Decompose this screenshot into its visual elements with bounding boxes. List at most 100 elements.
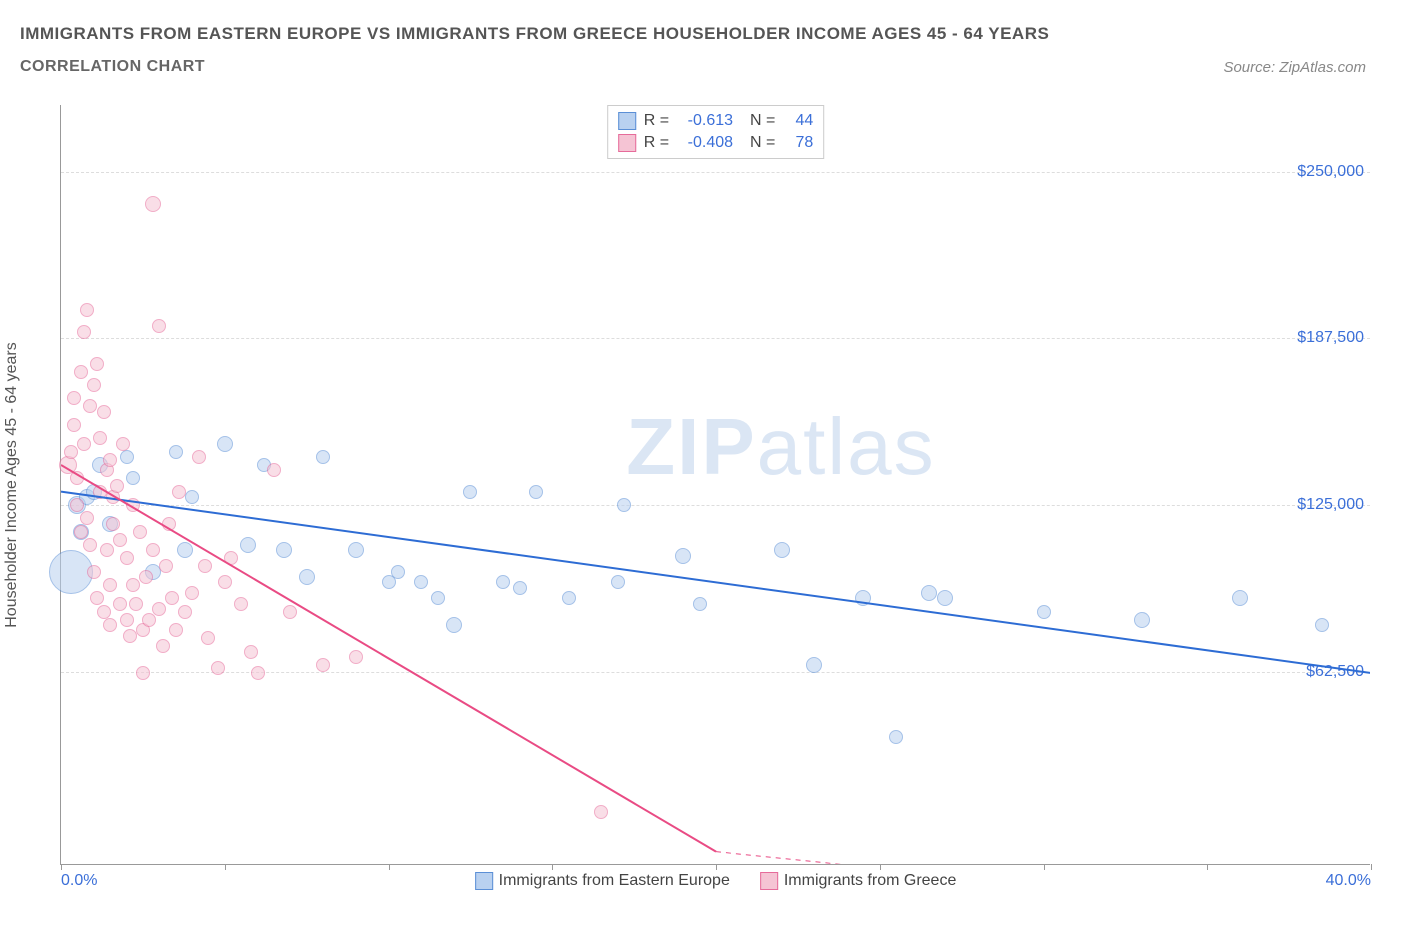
legend-swatch (760, 872, 778, 890)
title-area: IMMIGRANTS FROM EASTERN EUROPE VS IMMIGR… (0, 0, 1406, 76)
scatter-point (234, 597, 248, 611)
source-label: Source: ZipAtlas.com (1223, 59, 1386, 76)
scatter-point (391, 565, 405, 579)
scatter-point (224, 551, 238, 565)
scatter-point (169, 623, 183, 637)
scatter-point (348, 542, 364, 558)
legend-swatch (618, 134, 636, 152)
scatter-point (126, 471, 140, 485)
legend-label: Immigrants from Greece (784, 872, 956, 890)
y-tick-label: $250,000 (1297, 163, 1364, 181)
x-min-label: 0.0% (61, 872, 97, 890)
scatter-point (774, 542, 790, 558)
scatter-point (276, 542, 292, 558)
legend-swatch (475, 872, 493, 890)
legend-stats-box: R =-0.613 N =44R =-0.408 N =78 (607, 105, 825, 159)
y-tick-label: $125,000 (1297, 496, 1364, 514)
scatter-point (162, 517, 176, 531)
trend-line (61, 465, 716, 852)
scatter-point (921, 585, 937, 601)
scatter-point (80, 303, 94, 317)
scatter-point (244, 645, 258, 659)
scatter-point (431, 591, 445, 605)
scatter-point (97, 405, 111, 419)
scatter-point (136, 666, 150, 680)
scatter-point (106, 517, 120, 531)
chart-container: Householder Income Ages 45 - 64 years ZI… (20, 105, 1386, 865)
subtitle-row: CORRELATION CHART Source: ZipAtlas.com (20, 58, 1386, 76)
scatter-point (349, 650, 363, 664)
scatter-point (103, 618, 117, 632)
scatter-point (855, 590, 871, 606)
n-label: N = (741, 112, 775, 130)
scatter-point (67, 391, 81, 405)
scatter-point (283, 605, 297, 619)
scatter-point (113, 533, 127, 547)
x-max-label: 40.0% (1326, 872, 1371, 890)
trend-line (61, 492, 1370, 673)
scatter-point (177, 542, 193, 558)
scatter-point (562, 591, 576, 605)
scatter-point (80, 511, 94, 525)
scatter-point (103, 453, 117, 467)
scatter-point (889, 730, 903, 744)
x-tick (225, 864, 226, 870)
legend-item: Immigrants from Greece (760, 872, 956, 890)
scatter-point (93, 431, 107, 445)
scatter-point (169, 445, 183, 459)
scatter-point (198, 559, 212, 573)
trend-lines (61, 105, 1370, 864)
scatter-point (463, 485, 477, 499)
gridline (61, 338, 1370, 339)
y-tick-label: $62,500 (1306, 663, 1364, 681)
scatter-point (693, 597, 707, 611)
scatter-point (120, 551, 134, 565)
scatter-point (211, 661, 225, 675)
legend-swatch (618, 112, 636, 130)
n-value: 78 (783, 134, 813, 152)
x-tick (389, 864, 390, 870)
y-axis-label: Householder Income Ages 45 - 64 years (3, 342, 21, 628)
legend-item: Immigrants from Eastern Europe (475, 872, 730, 890)
x-tick (1207, 864, 1208, 870)
legend-stats-row: R =-0.613 N =44 (618, 110, 814, 132)
scatter-point (123, 629, 137, 643)
bottom-legend: Immigrants from Eastern Europe Immigrants… (475, 872, 957, 890)
scatter-point (70, 498, 84, 512)
scatter-point (146, 543, 160, 557)
x-tick (880, 864, 881, 870)
scatter-point (529, 485, 543, 499)
scatter-point (185, 586, 199, 600)
scatter-point (513, 581, 527, 595)
scatter-point (251, 666, 265, 680)
scatter-point (126, 578, 140, 592)
scatter-point (133, 525, 147, 539)
scatter-point (152, 319, 166, 333)
chart-title: IMMIGRANTS FROM EASTERN EUROPE VS IMMIGR… (20, 24, 1386, 44)
x-tick (1371, 864, 1372, 870)
scatter-point (218, 575, 232, 589)
scatter-point (1315, 618, 1329, 632)
legend-label: Immigrants from Eastern Europe (499, 872, 730, 890)
scatter-point (152, 602, 166, 616)
scatter-point (64, 445, 78, 459)
scatter-point (611, 575, 625, 589)
scatter-point (178, 605, 192, 619)
n-label: N = (741, 134, 775, 152)
scatter-point (159, 559, 173, 573)
r-value: -0.408 (677, 134, 733, 152)
scatter-point (267, 463, 281, 477)
r-label: R = (644, 112, 669, 130)
scatter-point (617, 498, 631, 512)
scatter-point (1134, 612, 1150, 628)
scatter-point (316, 450, 330, 464)
scatter-point (145, 196, 161, 212)
scatter-point (217, 436, 233, 452)
gridline (61, 505, 1370, 506)
scatter-point (110, 479, 124, 493)
n-value: 44 (783, 112, 813, 130)
scatter-point (446, 617, 462, 633)
x-tick (552, 864, 553, 870)
scatter-point (74, 525, 88, 539)
scatter-point (937, 590, 953, 606)
